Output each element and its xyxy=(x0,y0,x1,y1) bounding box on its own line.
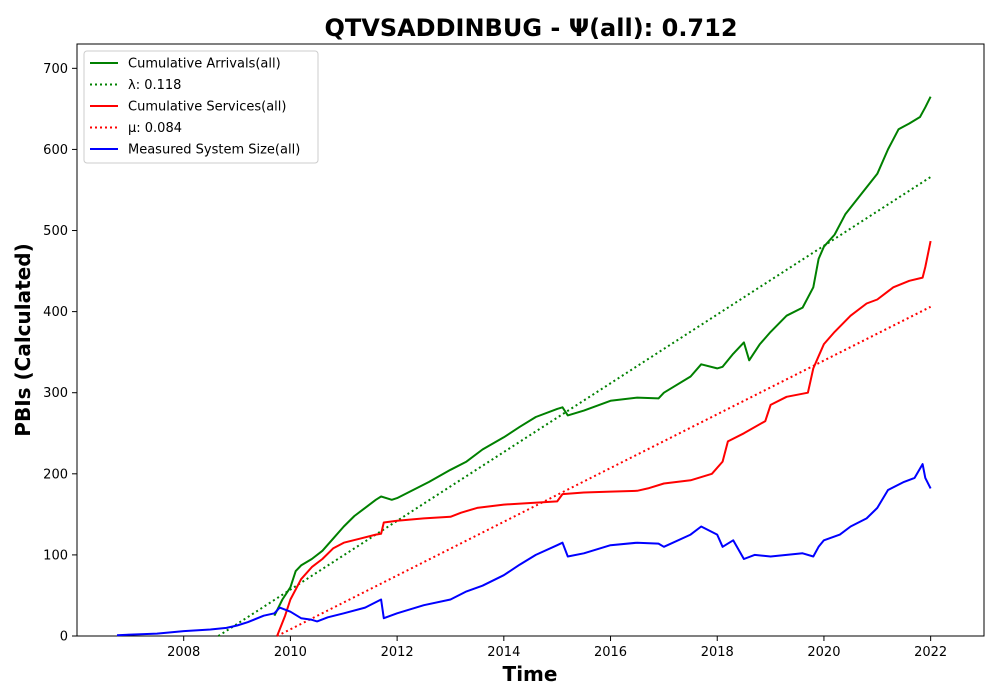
series-line-1 xyxy=(273,96,932,617)
series-line-2 xyxy=(217,176,932,637)
legend-label: Measured System Size(all) xyxy=(128,143,300,158)
series-line-5 xyxy=(116,463,932,637)
y-tick-label: 100 xyxy=(43,548,68,563)
x-tick-label: 2016 xyxy=(594,645,627,660)
x-tick-label: 2014 xyxy=(487,645,520,660)
series-layer xyxy=(116,96,932,637)
x-tick-label: 2022 xyxy=(914,645,947,660)
series-line-4 xyxy=(276,305,932,637)
y-tick-label: 600 xyxy=(43,143,68,158)
x-tick-label: 2020 xyxy=(807,645,840,660)
legend-label: Cumulative Arrivals(all) xyxy=(128,57,281,72)
legend-label: μ: 0.084 xyxy=(128,121,182,136)
y-axis: 0 100 200 300 400 500 600 700 xyxy=(43,62,77,645)
legend-label: Cumulative Services(all) xyxy=(128,100,286,115)
x-axis: 2008 2010 2012 2014 2016 2018 2020 2022 xyxy=(167,636,947,660)
series-line-3 xyxy=(276,240,932,637)
y-tick-label: 700 xyxy=(43,62,68,77)
x-tick-label: 2012 xyxy=(381,645,414,660)
y-tick-label: 300 xyxy=(43,386,68,401)
legend-box xyxy=(83,50,319,164)
y-tick-label: 200 xyxy=(43,467,68,482)
x-axis-label: Time xyxy=(503,662,558,686)
legend: Cumulative Arrivals(all) λ: 0.118 Cumulati… xyxy=(83,50,319,164)
y-tick-label: 500 xyxy=(43,224,68,239)
y-tick-label: 0 xyxy=(60,630,68,645)
chart-title: QTVSADDINBUG - Ψ(all): 0.712 xyxy=(324,14,737,42)
x-tick-label: 2008 xyxy=(167,645,200,660)
legend-label: λ: 0.118 xyxy=(128,78,181,93)
x-tick-label: 2018 xyxy=(701,645,734,660)
y-axis-label: PBIs (Calculated) xyxy=(11,243,35,436)
y-tick-label: 400 xyxy=(43,305,68,320)
plot-area-frame xyxy=(76,43,985,637)
x-tick-label: 2010 xyxy=(274,645,307,660)
